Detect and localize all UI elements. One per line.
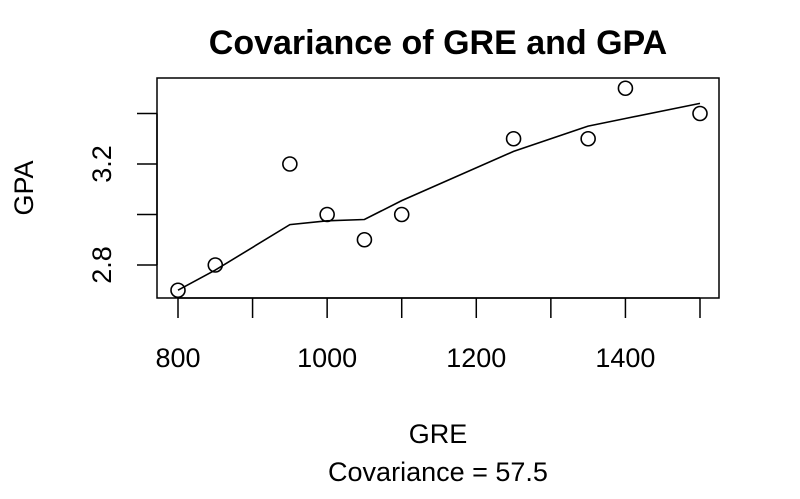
x-tick-label: 1200 [446,343,506,373]
x-tick-label: 800 [155,343,200,373]
y-tick-label: 3.2 [87,145,117,183]
data-point [282,156,298,172]
plot-area [170,80,708,299]
data-point [393,206,410,223]
data-point [356,231,373,248]
y-axis-label: GPA [9,160,39,215]
covariance-caption: Covariance = 57.5 [328,457,548,487]
data-point [692,105,708,122]
y-axis: 2.8 3.2 [87,112,158,284]
plot-frame [156,77,720,299]
data-point [617,80,634,97]
x-axis-label: GRE [409,419,468,449]
smoother-line [177,102,701,291]
x-tick-label: 1400 [595,343,655,373]
x-tick-label: 1000 [297,343,357,373]
data-point [319,206,335,223]
y-tick-label: 2.8 [87,246,117,284]
data-point [170,282,186,299]
chart-title: Covariance of GRE and GPA [209,24,667,62]
x-axis: 800 1000 1200 1400 [155,297,701,373]
data-point [580,130,596,147]
data-point [505,130,522,147]
data-point [207,257,224,273]
